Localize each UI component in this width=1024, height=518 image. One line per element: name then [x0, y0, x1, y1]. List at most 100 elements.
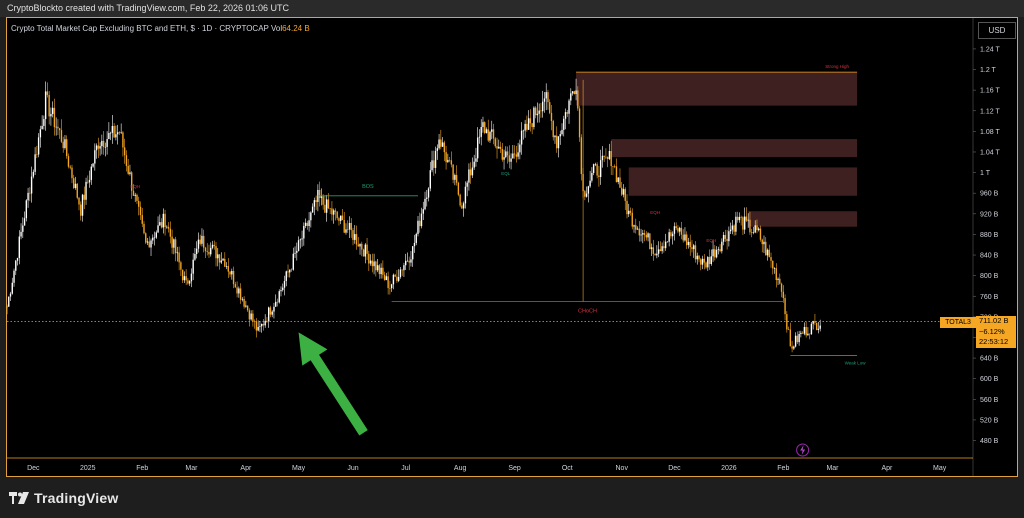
candle-body: [255, 321, 258, 331]
candle-body: [468, 169, 470, 183]
candle-body: [429, 170, 431, 189]
candle-body: [431, 160, 433, 171]
candle-body: [475, 158, 477, 162]
candle-body: [187, 280, 189, 284]
candle-body: [715, 249, 718, 258]
candle-body: [359, 243, 361, 247]
symbol-price-tag: TOTAL3: [940, 317, 976, 328]
candle-body: [540, 110, 542, 112]
candle-body: [768, 249, 770, 258]
candle-body: [756, 225, 758, 231]
candle-body: [80, 204, 82, 216]
price-chart[interactable]: Strong High BOS CHoCH Weak Low EQH EQL EQH EQH 1…: [7, 18, 1017, 476]
candle-body: [580, 137, 583, 174]
event-lightning-icon: [796, 443, 810, 457]
candle-body: [143, 223, 145, 234]
candle-body: [747, 219, 749, 221]
candle-body: [701, 258, 704, 265]
candle-body: [763, 241, 765, 245]
candle-body: [280, 290, 282, 292]
candle-body: [102, 140, 105, 147]
candle-body: [308, 220, 310, 226]
candle-body: [501, 148, 503, 160]
candle-body: [592, 164, 595, 173]
candle-body: [136, 194, 138, 201]
candle-body: [234, 284, 237, 288]
tradingview-logo[interactable]: TradingView: [9, 490, 118, 506]
candle-body: [375, 261, 377, 271]
candle-body: [37, 137, 40, 155]
candle-body: [629, 210, 632, 213]
candle-body: [58, 128, 61, 131]
candle-body: [693, 245, 695, 250]
y-tick-label: 840 B: [980, 253, 999, 260]
candle-body: [34, 154, 36, 172]
candle-body: [489, 131, 491, 141]
x-tick-label: Oct: [562, 465, 573, 472]
candle-body: [292, 253, 294, 270]
candle-body: [232, 270, 235, 285]
symbol-title[interactable]: Crypto Total Market Cap Excluding BTC an…: [11, 24, 310, 33]
candle-body: [599, 160, 602, 177]
candle-body: [561, 129, 563, 135]
candle-body: [664, 241, 667, 249]
candle-body: [109, 132, 112, 134]
candle-body: [498, 146, 500, 149]
candle-body: [331, 208, 333, 215]
candle-body: [97, 145, 100, 149]
candle-body: [796, 335, 799, 343]
y-tick-label: 1.24 T: [980, 46, 1000, 53]
candle-body: [145, 233, 147, 243]
candle-body: [259, 326, 261, 327]
x-tick-label: 2025: [80, 465, 96, 472]
candle-body: [812, 321, 814, 324]
candle-body: [477, 137, 479, 159]
candle-body: [387, 276, 389, 289]
candle-body: [750, 232, 753, 233]
candle-body: [188, 281, 191, 284]
candle-body: [800, 332, 802, 335]
candle-body: [450, 160, 453, 165]
y-tick-label: 760 B: [980, 294, 999, 301]
candle-body: [773, 268, 776, 269]
candle-body: [461, 205, 463, 209]
candle-body: [538, 110, 540, 114]
candle-body: [478, 136, 481, 138]
candle-body: [22, 225, 24, 232]
candle-body: [606, 157, 609, 159]
candle-body: [563, 118, 565, 130]
candle-body: [643, 233, 646, 235]
candle-body: [754, 225, 756, 233]
volume-label: Vol: [270, 24, 283, 33]
y-tick-label: 1.16 T: [980, 88, 1000, 95]
candle-body: [801, 332, 804, 334]
candle-body: [619, 177, 621, 188]
candle-body: [220, 260, 222, 263]
currency-button[interactable]: USD: [978, 22, 1016, 39]
candle-body: [682, 234, 684, 241]
candle-body: [633, 225, 635, 227]
candle-body: [635, 225, 637, 230]
candle-body: [492, 129, 495, 139]
candle-body: [317, 189, 319, 202]
candle-body: [573, 91, 576, 95]
candle-body: [419, 220, 421, 227]
candle-body: [612, 166, 614, 167]
candle-body: [210, 247, 212, 255]
candle-body: [520, 130, 523, 145]
x-tick-label: 2026: [721, 465, 737, 472]
candle-body: [529, 118, 532, 124]
candle-body: [484, 122, 486, 133]
candle-body: [340, 215, 342, 221]
supply-zone-label: Strong High: [825, 64, 849, 69]
candle-body: [289, 269, 291, 273]
candle-body: [614, 166, 616, 167]
candle-body: [269, 307, 272, 315]
candle-body: [264, 320, 266, 326]
candle-body: [180, 262, 182, 270]
y-tick-label: 560 B: [980, 397, 999, 404]
candle-body: [552, 120, 554, 138]
candle-body: [129, 172, 131, 174]
candle-body: [192, 259, 194, 274]
candle-body: [23, 218, 26, 226]
